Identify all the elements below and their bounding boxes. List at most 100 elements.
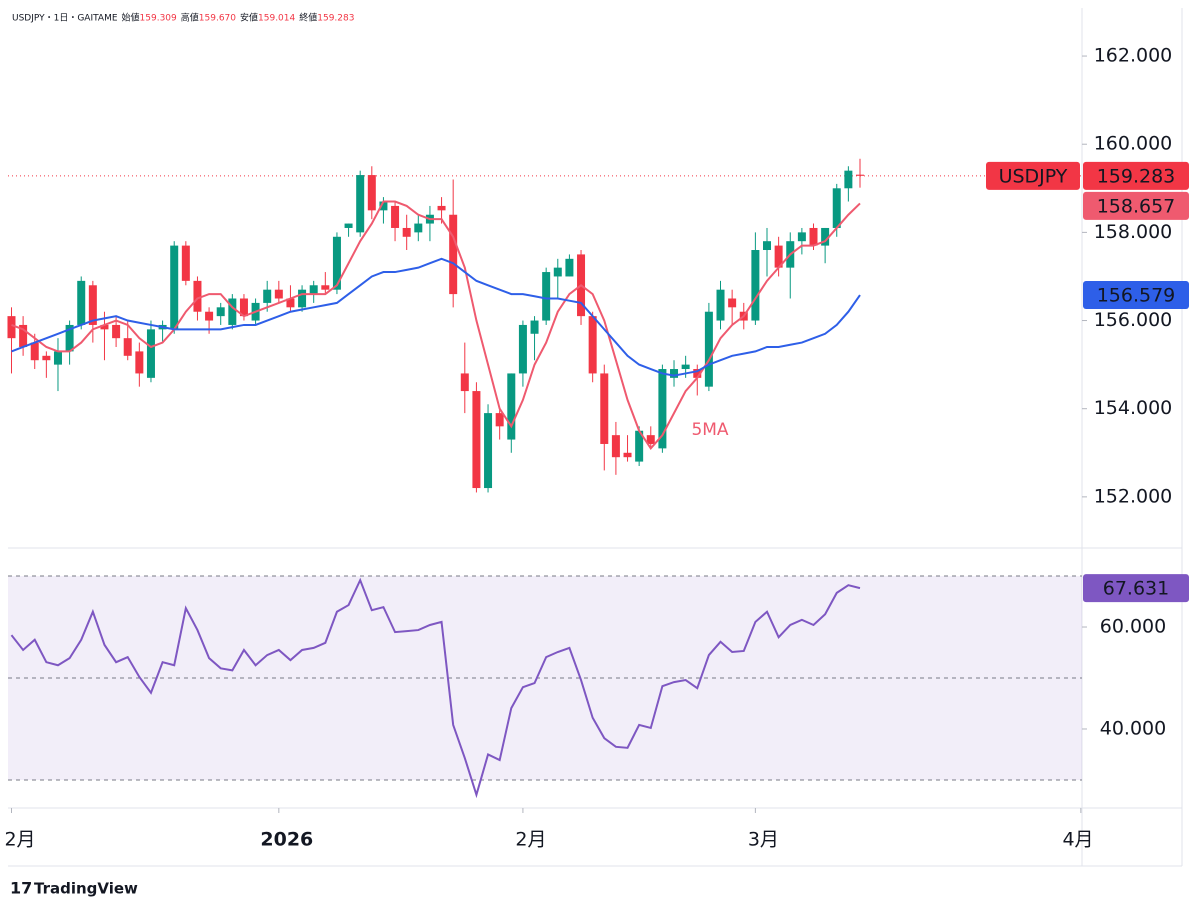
header-ohlc-value: 159.309 <box>140 14 177 24</box>
rsi-label-box <box>1083 574 1189 603</box>
candle-body <box>646 435 655 444</box>
footer-brand: TradingView <box>34 880 138 898</box>
candle-body <box>797 232 806 242</box>
candle-body <box>518 324 527 374</box>
header-title: USDJPY・1日・GAITAME <box>12 13 118 24</box>
candle-body <box>774 245 783 268</box>
candle-body <box>298 289 307 308</box>
y-tick-label: 158.000 <box>1094 221 1173 243</box>
candle-body <box>670 369 679 378</box>
x-tick-label: 4月 <box>1062 829 1093 851</box>
ma-annotation: 5MA <box>691 420 728 440</box>
y-tick-label: 152.000 <box>1094 485 1173 507</box>
candle-body <box>449 214 458 295</box>
candle-body <box>53 351 62 365</box>
last-price-label: 159.283 <box>1097 165 1176 187</box>
header-ohlc-value: 159.283 <box>317 14 354 24</box>
candle-body <box>495 413 504 427</box>
candle-body <box>228 298 237 325</box>
candle-body <box>123 338 132 356</box>
candle-body <box>693 369 702 378</box>
candle-body <box>414 223 423 233</box>
candle-body <box>112 324 121 339</box>
candle-body <box>332 236 341 290</box>
candle-body <box>716 289 725 321</box>
symbol-tag-box <box>986 161 1080 190</box>
ma5-label: 158.657 <box>1097 195 1176 217</box>
candle-body <box>844 170 853 189</box>
header-ohlc-value: 159.670 <box>199 14 236 24</box>
last-price-label-box <box>1083 161 1189 190</box>
x-tick-label: 2月 <box>4 829 35 851</box>
ma5-label-box <box>1083 191 1189 220</box>
candle-body <box>681 364 690 370</box>
candle-body <box>821 227 830 246</box>
candle-body <box>344 223 353 228</box>
candle-body <box>356 175 365 233</box>
candle-body <box>205 311 214 321</box>
candle-body <box>437 205 446 211</box>
candle-body <box>170 245 179 330</box>
rsi-label: 67.631 <box>1103 578 1169 600</box>
candle-body <box>484 413 493 489</box>
footer-logo: 17 <box>10 879 32 898</box>
candle-body <box>19 324 28 347</box>
candle-body <box>263 289 272 303</box>
candle-body <box>472 391 481 489</box>
ma20-label: 156.579 <box>1097 285 1176 307</box>
candle-body <box>728 298 737 308</box>
header-ohlc-value: 159.014 <box>258 14 295 24</box>
y-tick-label: 160.000 <box>1094 133 1173 155</box>
candle-body <box>100 324 109 330</box>
moving-average-line <box>11 200 861 451</box>
header-ohlc-name: 始値 <box>122 12 140 24</box>
candle-body <box>542 272 551 321</box>
y-tick-label: 154.000 <box>1094 397 1173 419</box>
header-ohlc-name: 安値 <box>240 12 258 24</box>
candle-body <box>855 174 864 176</box>
header-ohlc-name: 高値 <box>181 12 199 24</box>
candle-body <box>286 298 295 308</box>
candle-body <box>565 258 574 277</box>
candle-body <box>309 285 318 295</box>
candle-body <box>146 329 155 378</box>
candle-body <box>763 241 772 251</box>
x-tick-label: 3月 <box>748 829 779 851</box>
y-tick-label: 162.000 <box>1094 45 1173 67</box>
moving-average-line <box>11 257 861 377</box>
candle-body <box>402 227 411 237</box>
candle-body <box>88 285 97 325</box>
candle-body <box>658 369 667 449</box>
candle-body <box>611 435 620 458</box>
symbol-tag: USDJPY <box>999 165 1068 187</box>
x-tick-label: 2026 <box>260 829 313 851</box>
candle-body <box>623 452 632 458</box>
candle-body <box>809 227 818 246</box>
candle-body <box>193 280 202 312</box>
candle-body <box>588 316 597 374</box>
candle-body <box>77 280 86 325</box>
candle-body <box>367 175 376 211</box>
candle-body <box>321 285 330 290</box>
candle-body <box>553 267 562 277</box>
candle-body <box>832 188 841 228</box>
candle-body <box>379 201 388 211</box>
candle-body <box>274 289 283 299</box>
y-tick-label: 40.000 <box>1100 717 1166 739</box>
x-tick-label: 2月 <box>515 829 546 851</box>
candle-body <box>135 351 144 374</box>
header: USDJPY・1日・GAITAME 始値 159.309 高値 159.670 安値 159… <box>12 12 354 24</box>
candle-body <box>530 320 539 334</box>
candle-body <box>181 245 190 281</box>
candle-body <box>7 316 16 339</box>
candle-body <box>391 205 400 228</box>
y-tick-label: 60.000 <box>1100 616 1166 638</box>
candle-body <box>635 430 644 462</box>
header-ohlc-name: 終値 <box>299 12 317 24</box>
y-tick-label: 156.000 <box>1094 309 1173 331</box>
ma20-label-box <box>1083 281 1189 310</box>
candle-body <box>65 324 74 352</box>
candle-body <box>216 307 225 317</box>
rsi-line <box>10 577 861 799</box>
candle-body <box>42 355 51 361</box>
